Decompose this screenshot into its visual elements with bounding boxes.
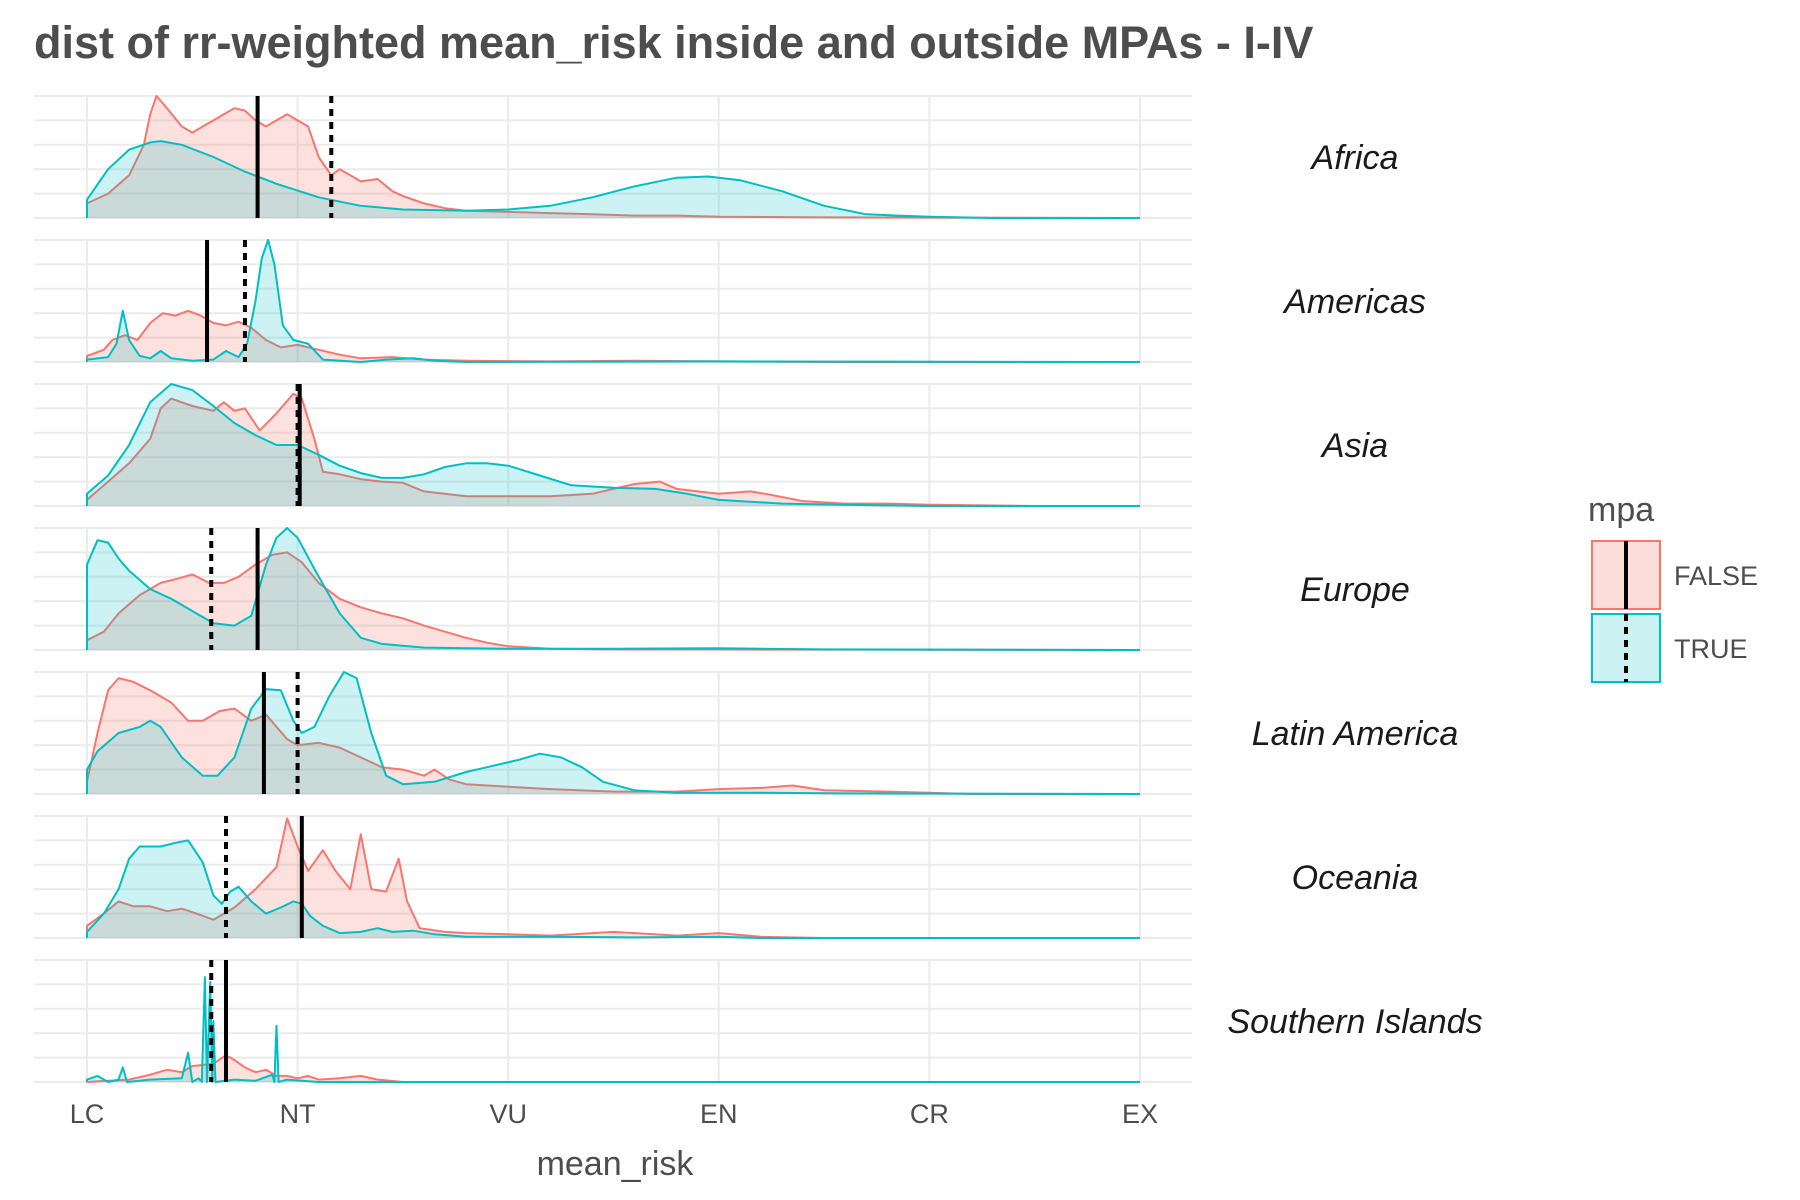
strip-label-americas: Americas <box>1282 283 1426 321</box>
panel-latin-america: Latin America <box>34 671 1459 795</box>
x-axis-ticks: LC NT VU EN CR EX <box>70 1099 1158 1129</box>
density-true-area <box>87 528 1140 650</box>
density-true-area <box>87 672 1140 794</box>
panel-oceania: Oceania <box>34 815 1419 939</box>
density-true-area <box>87 141 1140 218</box>
panel-southern-islands: Southern Islands <box>34 959 1483 1083</box>
strip-label-africa: Africa <box>1310 139 1399 177</box>
legend-key-true <box>1591 613 1661 683</box>
density-false-line <box>86 551 1141 651</box>
x-tick-label: EN <box>700 1099 738 1129</box>
density-false-line <box>86 677 1140 795</box>
x-tick-label: NT <box>280 1099 316 1129</box>
legend-key-false <box>1591 540 1661 610</box>
legend-label-false: FALSE <box>1674 561 1758 591</box>
density-false-area <box>87 393 1140 506</box>
x-tick-label: VU <box>489 1099 527 1129</box>
density-false-line <box>86 817 1140 939</box>
x-tick-label: CR <box>910 1099 949 1129</box>
strip-label-southern-islands: Southern Islands <box>1227 1003 1482 1041</box>
density-true-line <box>86 383 1140 507</box>
x-axis-title: mean_risk <box>537 1145 695 1183</box>
x-tick-label: LC <box>70 1099 105 1129</box>
density-true-line <box>86 527 1141 651</box>
chart-title: dist of rr-weighted mean_risk inside and… <box>34 17 1313 68</box>
density-false-area <box>87 96 1140 218</box>
panel-africa: Africa <box>34 95 1399 219</box>
density-true-area <box>87 384 1140 506</box>
legend: mpa FALSE TRUE <box>1588 491 1758 683</box>
density-true-line <box>86 671 1141 795</box>
density-false-area <box>87 1055 1140 1082</box>
density-false-line <box>86 1054 1140 1083</box>
density-true-line <box>86 239 1141 363</box>
legend-title: mpa <box>1588 491 1654 529</box>
x-tick-label: EX <box>1122 1099 1158 1129</box>
density-true-area <box>87 840 1140 938</box>
density-true-line <box>86 976 1140 1083</box>
strip-label-latin-america: Latin America <box>1252 715 1459 753</box>
legend-label-true: TRUE <box>1674 634 1748 664</box>
facet-panels: Africa Americas Asia Europe Latin America Oce… <box>34 95 1483 1083</box>
density-false-line <box>86 95 1141 219</box>
density-true-line <box>86 839 1140 939</box>
panel-americas: Americas <box>34 239 1426 363</box>
density-false-area <box>87 310 1140 362</box>
density-false-area <box>87 818 1140 938</box>
strip-label-oceania: Oceania <box>1292 859 1419 897</box>
strip-label-asia: Asia <box>1320 427 1388 465</box>
panel-asia: Asia <box>34 383 1388 507</box>
density-false-area <box>87 678 1140 794</box>
strip-label-europe: Europe <box>1300 571 1410 609</box>
density-true-line <box>86 140 1140 219</box>
panel-europe: Europe <box>34 527 1410 651</box>
density-false-line <box>86 392 1140 507</box>
